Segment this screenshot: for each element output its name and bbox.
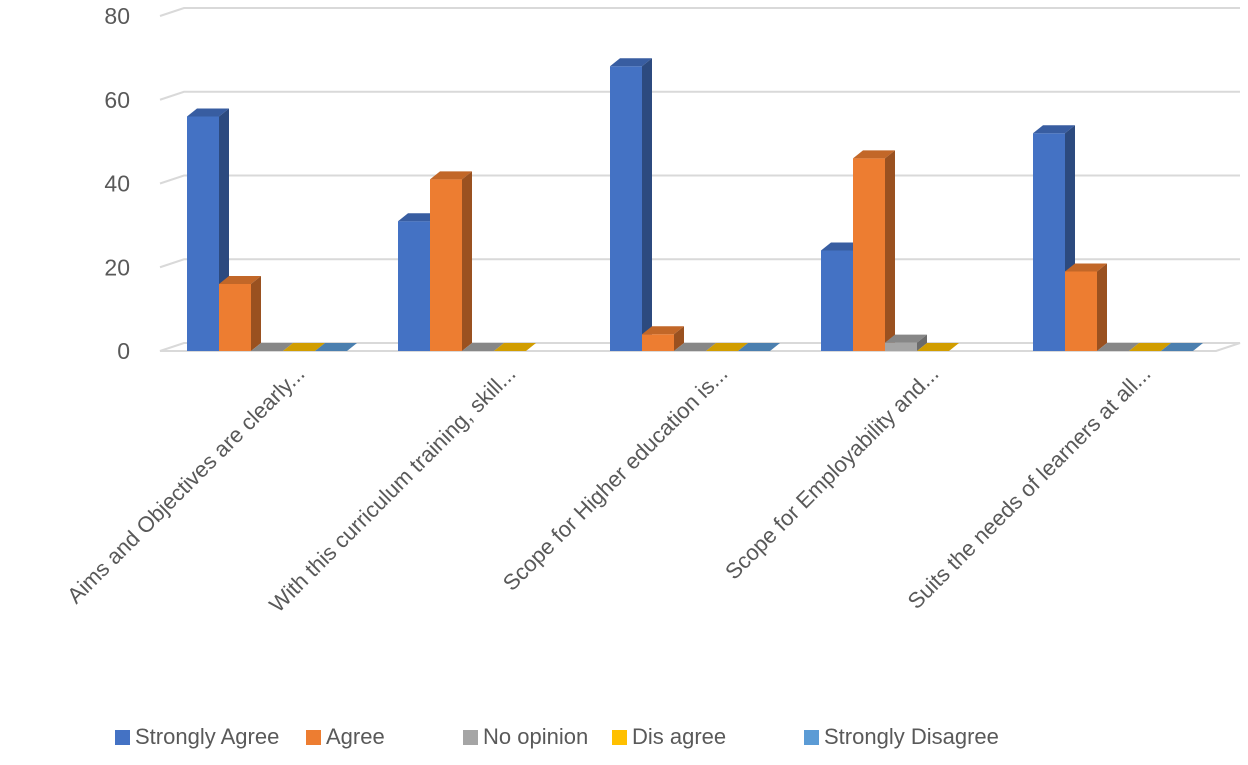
bar-front (642, 334, 674, 351)
gridline (159, 90, 1240, 101)
bar-agree (1065, 263, 1107, 351)
bar-top (1161, 343, 1203, 351)
bar-side (251, 276, 261, 351)
legend-swatch (463, 730, 478, 745)
bar-front (853, 158, 885, 351)
legend-label: Agree (326, 724, 385, 749)
bar-top (821, 242, 863, 251)
legend: Strongly Agree Agree No opinion Dis agree St… (115, 724, 999, 749)
bar-front (885, 342, 917, 351)
bar-top (738, 343, 780, 351)
bar-top (430, 171, 472, 180)
legend-label: Strongly Agree (135, 724, 279, 749)
bar-top (315, 343, 357, 351)
bar-agree (219, 276, 261, 351)
category-label: Aims and Objectives are clearly... (62, 361, 309, 608)
bar-top (1065, 263, 1107, 272)
bar-top (1097, 343, 1139, 351)
bar-side (1097, 263, 1107, 351)
legend-swatch (306, 730, 321, 745)
y-tick-label: 20 (104, 254, 130, 280)
bar-top (283, 343, 325, 351)
bar-front (219, 284, 251, 351)
gridline (159, 7, 1240, 17)
legend-swatch (115, 730, 130, 745)
legend-item: No opinion (463, 724, 588, 749)
bar-top (853, 150, 895, 159)
bar-top (674, 343, 716, 351)
bar-front (187, 116, 219, 351)
bar-dis-agree (283, 343, 325, 351)
bar-no-opinion (885, 334, 927, 351)
bar-top (462, 343, 504, 351)
bar-top (187, 108, 229, 117)
bar-no-opinion (674, 343, 716, 351)
bar-side (462, 171, 472, 351)
bar-front (398, 221, 430, 351)
bar-strongly-disagree (738, 343, 780, 351)
bar-top (1033, 125, 1075, 134)
bar-top (706, 343, 748, 351)
bar-front (821, 250, 853, 351)
category-label: With this curriculum training, skill... (264, 361, 520, 617)
y-tick-label: 40 (104, 171, 130, 197)
bar-dis-agree (494, 343, 536, 351)
bar-front (1065, 271, 1097, 351)
bar-top (398, 213, 440, 222)
bar-top (494, 343, 536, 351)
y-tick-label: 0 (117, 338, 130, 364)
y-axis: 0 20 40 60 80 (104, 3, 130, 364)
legend-item: Strongly Agree (115, 724, 279, 749)
bar-side (642, 58, 652, 351)
bar-strongly-disagree (315, 343, 357, 351)
y-tick-label: 80 (104, 3, 130, 29)
bar-top (251, 343, 293, 351)
bar-no-opinion (462, 343, 504, 351)
legend-item: Dis agree (612, 724, 726, 749)
bars (187, 58, 1203, 351)
bar-dis-agree (917, 343, 959, 351)
bar-top (642, 326, 684, 335)
bar-agree (430, 171, 472, 351)
bar-front (430, 179, 462, 351)
legend-label: No opinion (483, 724, 588, 749)
category-label: Scope for Higher education is... (498, 361, 733, 596)
bar-top (885, 334, 927, 343)
legend-swatch (612, 730, 627, 745)
legend-swatch (804, 730, 819, 745)
bar-dis-agree (706, 343, 748, 351)
bar-top (1129, 343, 1171, 351)
legend-label: Dis agree (632, 724, 726, 749)
bar-top (219, 276, 261, 284)
y-tick-label: 60 (104, 87, 130, 113)
bar-dis-agree (1129, 343, 1171, 351)
bar-top (917, 343, 959, 351)
category-label: Suits the needs of learners at all... (903, 361, 1156, 614)
bar-side (885, 150, 895, 351)
bar-agree (853, 150, 895, 351)
category-label: Scope for Employability and... (720, 361, 943, 584)
bar-no-opinion (1097, 343, 1139, 351)
bar-strongly-agree (610, 58, 652, 351)
gridline (159, 174, 1240, 185)
bar-no-opinion (251, 343, 293, 351)
legend-item: Strongly Disagree (804, 724, 999, 749)
bar-top (610, 58, 652, 67)
x-axis: Aims and Objectives are clearly...With t… (62, 361, 1155, 617)
bar-front (610, 66, 642, 351)
bar-side (917, 334, 927, 351)
bar-side (674, 326, 684, 351)
bar-agree (642, 326, 684, 351)
bar-front (1033, 133, 1065, 351)
bar-strongly-disagree (1161, 343, 1203, 351)
legend-item: Agree (306, 724, 385, 749)
legend-label: Strongly Disagree (824, 724, 999, 749)
